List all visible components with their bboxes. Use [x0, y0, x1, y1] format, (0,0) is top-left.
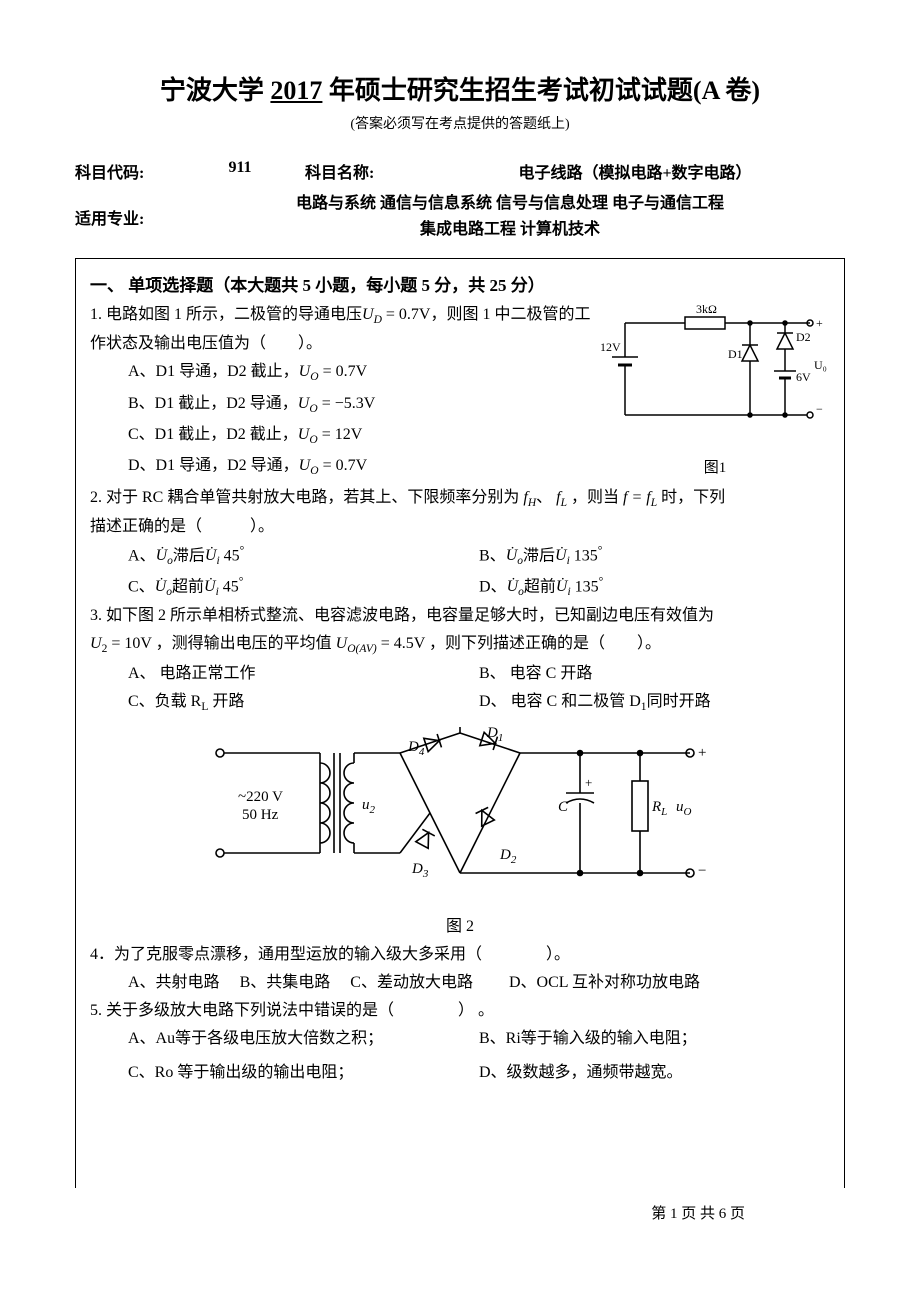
fig1-12v: 12V — [600, 340, 621, 354]
fig1-plus: + — [816, 316, 823, 330]
subtitle: (答案必须写在考点提供的答题纸上) — [75, 113, 845, 133]
svg-text:C: C — [558, 799, 569, 815]
title-university: 宁波大学 — [160, 76, 264, 105]
fig1-caption: 图1 — [600, 455, 830, 481]
exam-page: 宁波大学 2017 年硕士研究生招生考试初试试题(A 卷) (答案必须写在考点提… — [0, 0, 920, 1263]
page-footer: 第 1 页 共 6 页 — [75, 1188, 845, 1223]
fig2-caption: 图 2 — [90, 913, 830, 941]
majors: 电路与系统 通信与信息系统 信号与信息处理 电子与通信工程 集成电路工程 计算机… — [175, 191, 845, 242]
fig1-d1: D1 — [728, 347, 743, 361]
figure-2: ~220 V 50 Hz u2 D1 D2 D3 D4 C + RL uO + … — [90, 723, 830, 941]
svg-text:D3: D3 — [411, 861, 429, 880]
q2-opt-a: A、U̇o滞后U̇i 45° — [128, 541, 479, 572]
subject-name-label: 科目名称: — [305, 159, 425, 183]
svg-text:uO: uO — [676, 799, 692, 818]
q4-options: A、共射电路 B、共集电路 C、差动放大电路 D、OCL 互补对称功放电路 — [90, 969, 830, 997]
subject-name: 电子线路（模拟电路+数字电路） — [425, 159, 845, 183]
q5-opt-c: C、Ro 等于输出级的输出电阻； — [128, 1059, 479, 1087]
question-3: 3. 如下图 2 所示单相桥式整流、电容滤波电路，电容量足够大时，已知副边电压有… — [90, 602, 830, 717]
content-box: 一、 单项选择题（本大题共 5 小题，每小题 5 分，共 25 分） — [75, 258, 845, 1188]
q3-opt-d: D、 电容 C 和二极管 D1同时开路 — [479, 688, 830, 717]
question-4: 4．为了克服零点漂移，通用型运放的输入级大多采用（ ）。 A、共射电路 B、共集… — [90, 941, 830, 997]
fig1-3k: 3kΩ — [696, 305, 717, 316]
fig1-6v: 6V — [796, 370, 811, 384]
meta-row-2: 适用专业: 电路与系统 通信与信息系统 信号与信息处理 电子与通信工程 集成电路… — [75, 191, 845, 242]
q2-opt-b: B、U̇o滞后U̇i 135° — [479, 541, 830, 572]
subject-code: 911 — [175, 159, 305, 183]
svg-text:~220 V: ~220 V — [238, 789, 283, 805]
q1-stem-eq2: = 0.7V — [382, 306, 431, 323]
fig1-minus: − — [816, 402, 823, 416]
subject-code-label: 科目代码: — [75, 159, 175, 183]
majors-line1: 电路与系统 通信与信息系统 信号与信息处理 电子与通信工程 — [175, 191, 845, 217]
q3-opt-a: A、 电路正常工作 — [128, 660, 479, 688]
question-5: 5. 关于多级放大电路下列说法中错误的是（ ） 。 A、Au等于各级电压放大倍数… — [90, 997, 830, 1087]
fig1-uo: U₀ — [814, 358, 827, 372]
meta-row-1: 科目代码: 911 科目名称: 电子线路（模拟电路+数字电路） — [75, 159, 845, 183]
q5-opt-b: B、Ri等于输入级的输入电阻； — [479, 1025, 830, 1053]
q2-opt-c: C、U̇o超前U̇i 45° — [128, 572, 479, 603]
q5-opt-d: D、级数越多，通频带越宽。 — [479, 1059, 830, 1087]
svg-text:−: − — [698, 863, 706, 879]
svg-text:50 Hz: 50 Hz — [242, 807, 279, 823]
q3-opt-b: B、 电容 C 开路 — [479, 660, 830, 688]
major-label: 适用专业: — [75, 205, 175, 229]
section-1-title: 一、 单项选择题（本大题共 5 小题，每小题 5 分，共 25 分） — [90, 271, 830, 301]
q5-opt-a: A、Au等于各级电压放大倍数之积； — [128, 1025, 479, 1053]
svg-text:+: + — [585, 775, 592, 790]
q5-options: A、Au等于各级电压放大倍数之积； B、Ri等于输入级的输入电阻； C、Ro 等… — [90, 1025, 830, 1087]
svg-text:u2: u2 — [362, 797, 376, 816]
svg-text:RL: RL — [651, 799, 667, 818]
question-1: 3kΩ 12V D1 D2 6V U₀ + − 图1 1. 电路如图 1 所示，… — [90, 301, 830, 484]
q1-stem-pre: 1. 电路如图 1 所示，二极管的导通电压 — [90, 306, 362, 323]
fig1-d2: D2 — [796, 330, 811, 344]
q4-opt-b: B、共集电路 — [240, 974, 331, 991]
circuit-1-svg: 3kΩ 12V D1 D2 6V U₀ + − — [600, 305, 830, 445]
q4-opt-c: C、差动放大电路 — [350, 974, 473, 991]
q2-opt-d: D、U̇o超前U̇i 135° — [479, 572, 830, 603]
q4-opt-a: A、共射电路 — [128, 974, 220, 991]
svg-text:D1: D1 — [486, 725, 503, 744]
svg-text:D2: D2 — [499, 847, 517, 866]
figure-1: 3kΩ 12V D1 D2 6V U₀ + − 图1 — [600, 305, 830, 481]
meta-block: 科目代码: 911 科目名称: 电子线路（模拟电路+数字电路） 适用专业: 电路… — [75, 159, 845, 242]
svg-text:D4: D4 — [407, 739, 425, 758]
q3-opt-c: C、负载 RL 开路 — [128, 688, 479, 717]
q2-options: A、U̇o滞后U̇i 45° B、U̇o滞后U̇i 135° C、U̇o超前U̇… — [90, 541, 830, 602]
title-rest: 年硕士研究生招生考试初试试题(A 卷) — [329, 76, 760, 105]
q4-opt-d: D、OCL 互补对称功放电路 — [509, 974, 700, 991]
title-year: 2017 — [270, 76, 322, 105]
q3-options: A、 电路正常工作 B、 电容 C 开路 C、负载 RL 开路 D、 电容 C … — [90, 660, 830, 717]
circuit-2-svg: ~220 V 50 Hz u2 D1 D2 D3 D4 C + RL uO + … — [200, 723, 720, 893]
question-2: 2. 对于 RC 耦合单管共射放大电路，若其上、下限频率分别为 fH、 fL ，… — [90, 484, 830, 603]
page-title: 宁波大学 2017 年硕士研究生招生考试初试试题(A 卷) — [75, 70, 845, 107]
svg-text:+: + — [698, 745, 706, 761]
majors-line2: 集成电路工程 计算机技术 — [175, 217, 845, 243]
